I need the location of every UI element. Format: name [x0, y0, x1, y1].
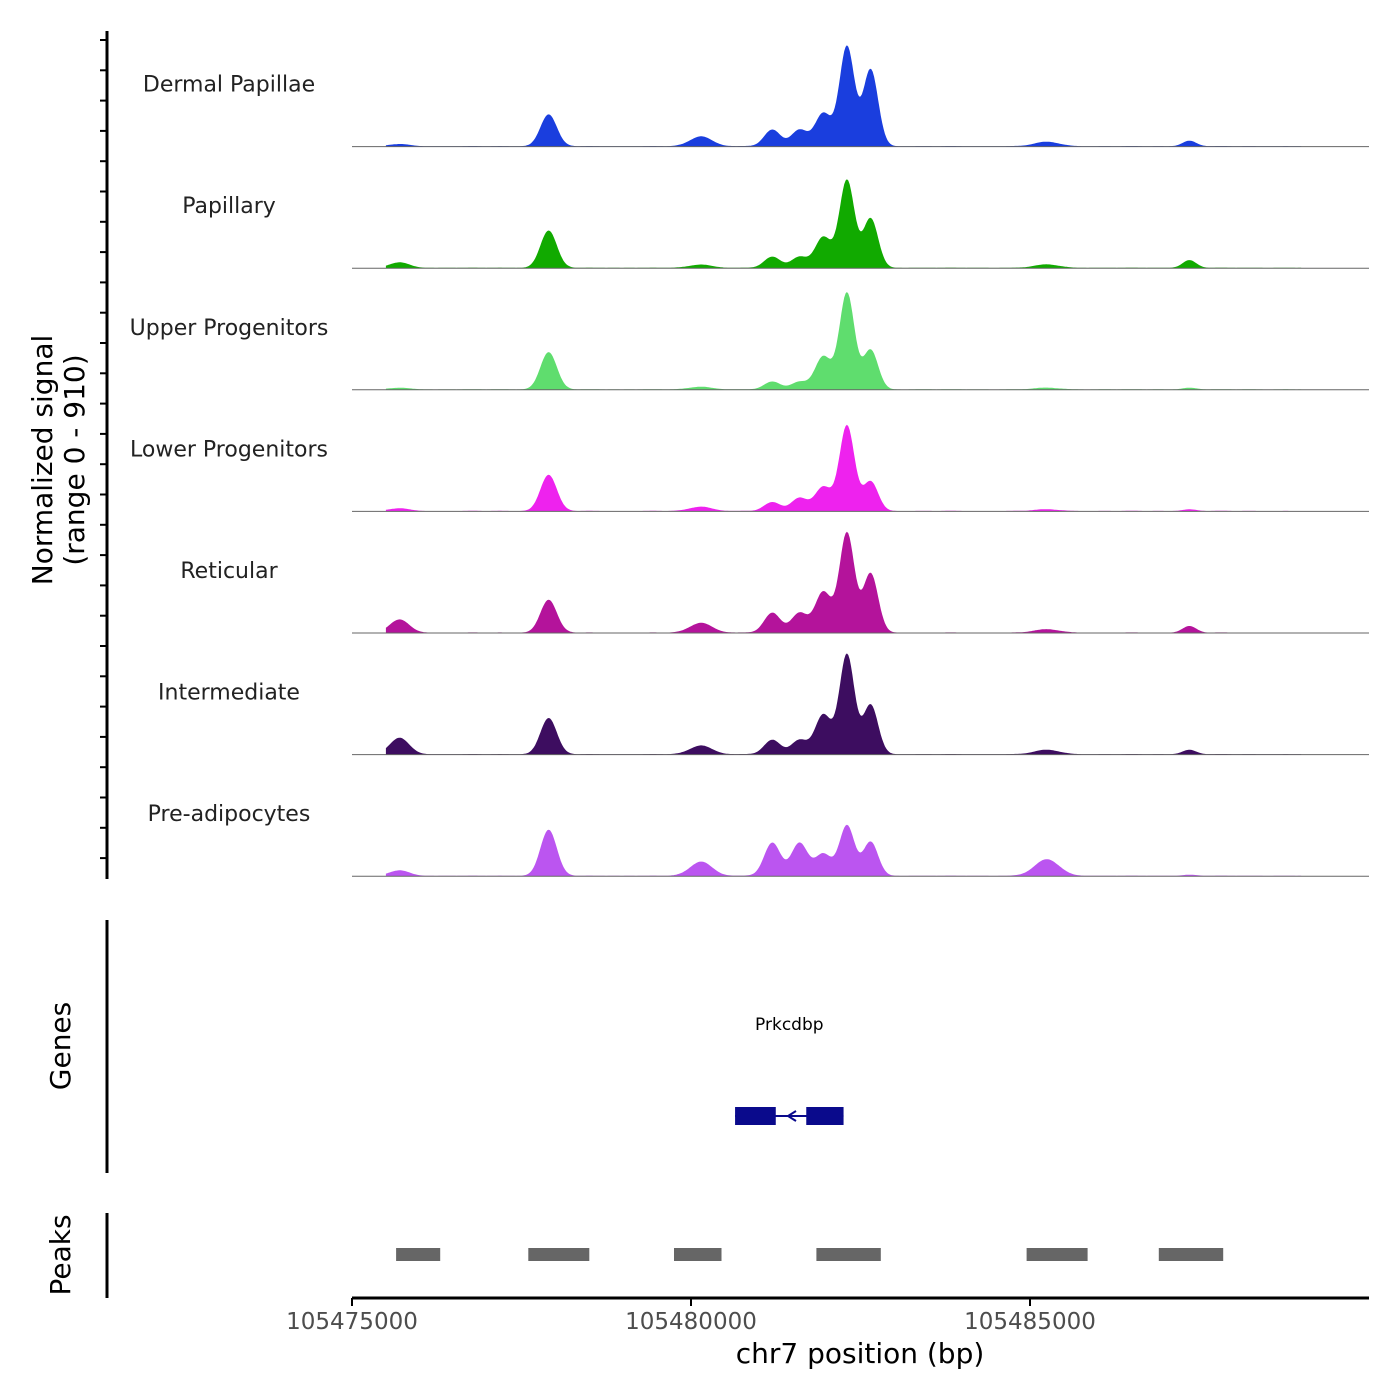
track-label: Intermediate	[158, 681, 300, 706]
x-tick-label: 105485000	[964, 1309, 1096, 1335]
y-axis-subtitle: (range 0 - 910)	[58, 354, 91, 565]
gene-exon	[806, 1107, 844, 1125]
x-axis-ticks: 105475000 105480000 105485000	[286, 1298, 1096, 1335]
coverage-area	[385, 653, 1302, 755]
track-pre-adipocytes: Pre-adipocytes	[148, 802, 1369, 877]
coverage-area	[385, 292, 1302, 390]
coverage-y-ticks	[100, 39, 107, 860]
peaks-panel: Peaks	[44, 1213, 1224, 1298]
track-reticular: Reticular	[180, 531, 1369, 634]
track-label: Papillary	[182, 194, 276, 219]
track-dermal-papillae: Dermal Papillae	[143, 45, 1369, 148]
gene-models: Prkcdbp	[735, 1015, 844, 1125]
x-tick-label: 105475000	[286, 1309, 418, 1335]
gene-label: Prkcdbp	[755, 1015, 824, 1035]
track-intermediate: Intermediate	[158, 653, 1369, 756]
x-tick-label: 105480000	[625, 1309, 757, 1335]
coverage-area	[385, 424, 1302, 512]
coverage-area	[385, 179, 1302, 269]
peak-regions	[396, 1248, 1224, 1261]
track-papillary: Papillary	[182, 179, 1369, 269]
track-upper-progenitors: Upper Progenitors	[130, 292, 1369, 391]
peak-region	[816, 1248, 881, 1261]
coverage-tracks: Dermal Papillae Papillary Upper Progenitor…	[130, 45, 1369, 877]
peak-region	[674, 1248, 722, 1261]
peak-region	[1158, 1248, 1224, 1261]
track-label: Reticular	[180, 559, 278, 584]
track-label: Upper Progenitors	[130, 316, 329, 341]
genes-panel: Genes Prkcdbp	[44, 920, 844, 1173]
peak-region	[528, 1248, 590, 1261]
x-axis-title: chr7 position (bp)	[736, 1337, 985, 1370]
coverage-area	[385, 45, 1302, 147]
coverage-y-axis	[100, 31, 109, 879]
track-lower-progenitors: Lower Progenitors	[130, 424, 1369, 512]
coverage-area	[385, 531, 1302, 633]
gene-prkcdbp: Prkcdbp	[735, 1015, 844, 1125]
coverage-area	[385, 824, 1302, 877]
x-axis: 105475000 105480000 105485000 chr7 positio…	[286, 1296, 1369, 1370]
genes-panel-title: Genes	[44, 1002, 77, 1090]
peak-region	[1026, 1248, 1088, 1261]
peaks-panel-title: Peaks	[44, 1214, 77, 1295]
peak-region	[396, 1248, 441, 1261]
gene-exon	[735, 1107, 776, 1125]
track-label: Dermal Papillae	[143, 73, 315, 98]
y-axis-title: Normalized signal	[26, 335, 59, 586]
track-label: Lower Progenitors	[130, 437, 328, 462]
strand-arrow-icon	[786, 1110, 797, 1122]
track-label: Pre-adipocytes	[148, 802, 311, 827]
